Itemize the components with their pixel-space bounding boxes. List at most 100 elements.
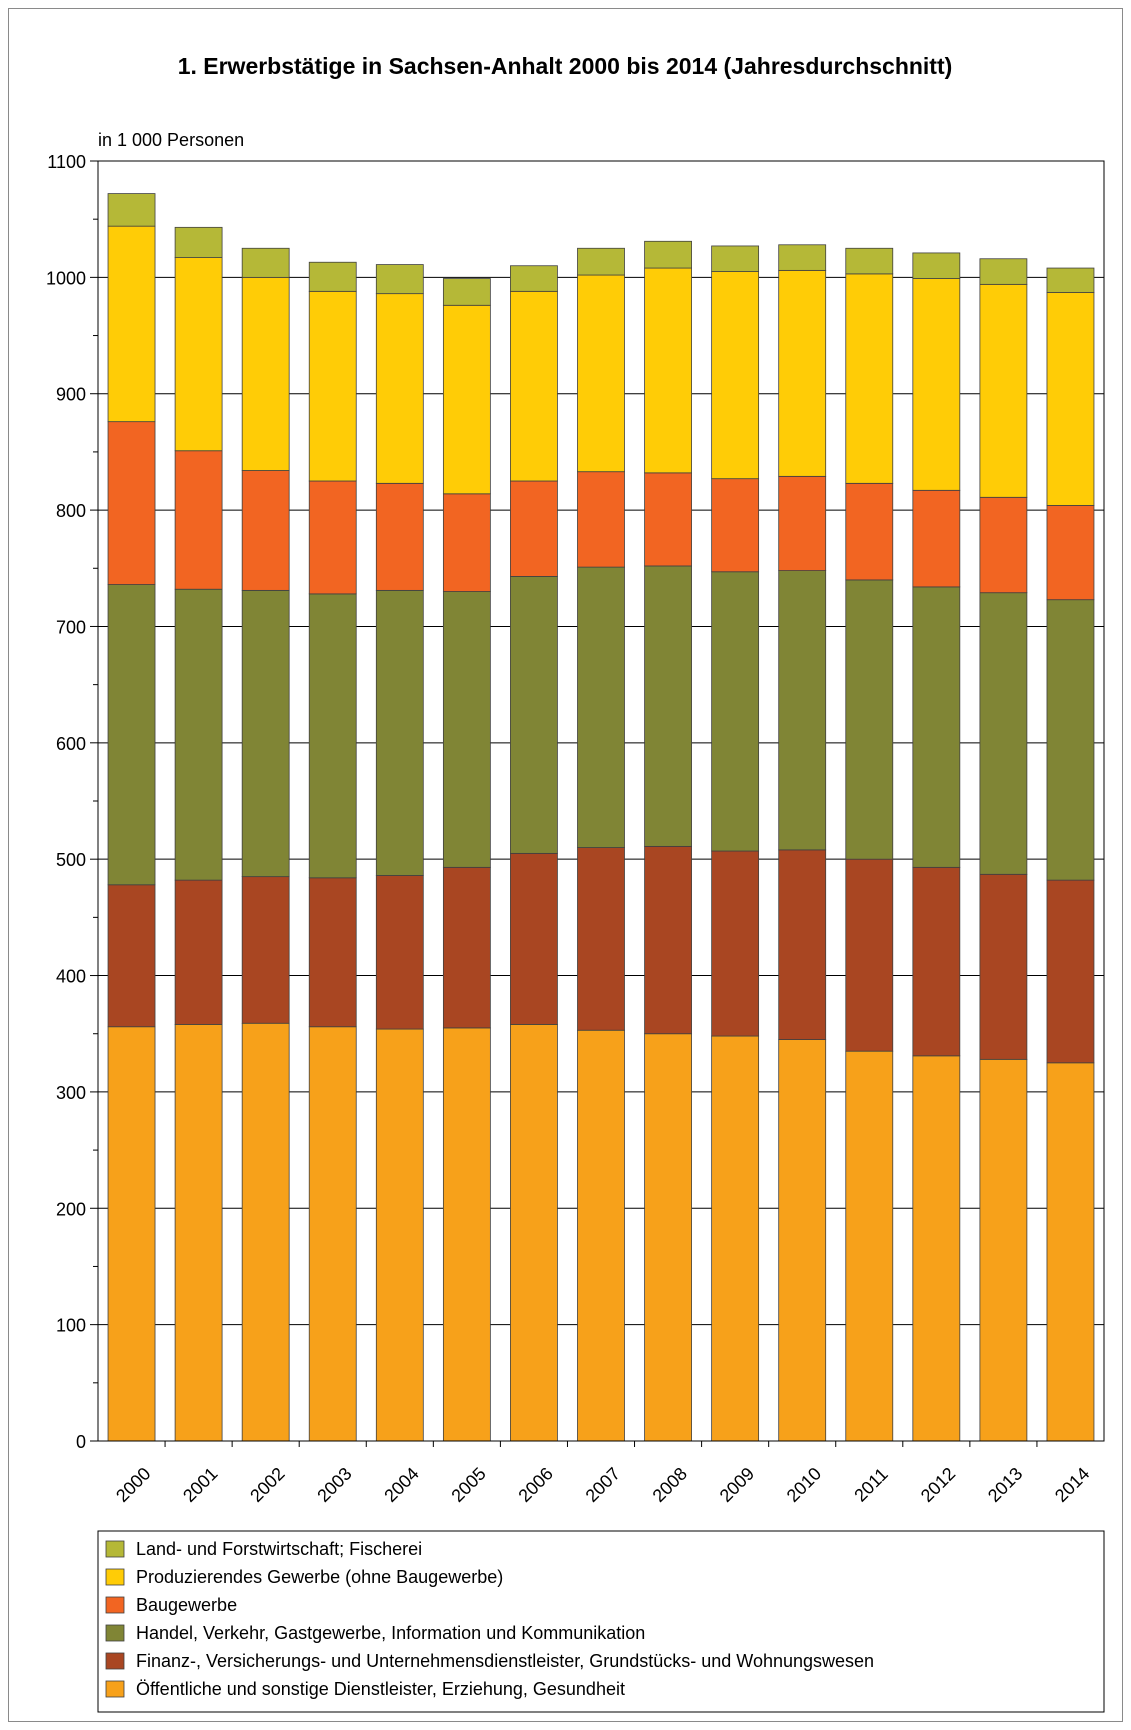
x-tick-label: 2003 [313,1464,355,1506]
x-tick-label: 2001 [179,1464,221,1506]
bar-segment [711,245,760,272]
bar-segment [912,866,961,1057]
bar-segment [510,480,558,577]
bar-segment [845,482,894,581]
bar-segment [912,586,961,868]
bar-segment [241,589,290,878]
bar-segment [845,1050,894,1442]
bar-segment [711,850,760,1037]
bar-segment [845,273,894,484]
y-tick-label: 900 [56,385,86,405]
bar-segment [241,1022,290,1442]
bar-segment [778,475,827,572]
bar-segment [107,884,156,1028]
bar-segment [442,591,491,868]
bar-segment [912,1055,961,1442]
x-tick-label: 2011 [850,1464,892,1506]
legend-swatch [105,1568,125,1586]
legend-label: Land- und Forstwirtschaft; Fischerei [136,1539,422,1559]
bar-segment [442,278,491,306]
y-tick-label: 0 [76,1432,86,1452]
bar-segment [778,1039,827,1442]
bar-segment [912,489,961,588]
legend-label: Handel, Verkehr, Gastgewerbe, Informatio… [136,1623,645,1643]
y-tick-label: 400 [56,967,86,987]
bar-segment [778,244,827,271]
bar-segment [442,304,491,495]
x-tick-label: 2007 [582,1464,624,1506]
bar-segment [644,267,692,474]
y-tick-label: 1000 [46,268,86,288]
bar-segment [1046,1062,1095,1442]
bar-segment [644,565,692,847]
y-tick-label: 1100 [47,152,86,172]
bar-segment [711,271,760,480]
bar-segment [442,1027,491,1442]
bar-segment [510,576,558,854]
bar-segment [979,496,1028,594]
bar-segment [644,1033,692,1442]
bar-segment [711,571,760,852]
bar-segment [577,247,625,276]
y-tick-label: 200 [56,1199,86,1219]
bar-segment [174,1024,223,1442]
bar-segment [644,472,692,567]
bar-segment [375,264,424,295]
bar-segment [510,1024,558,1442]
legend-swatch [105,1652,125,1670]
x-tick-label: 2006 [514,1464,556,1506]
bar-segment [375,875,424,1030]
bar-segment [1046,879,1095,1064]
y-tick-label: 300 [56,1083,86,1103]
bar-segment [845,247,894,275]
legend: Land- und Forstwirtschaft; Fischerei Prod… [97,1530,1105,1713]
bar-segment [979,283,1028,498]
bar-segment [107,1026,156,1442]
bar-segment [174,588,223,881]
bar-segment [241,470,290,591]
bar-segment [375,482,424,591]
bar-segment [375,589,424,876]
bar-segment [644,845,692,1035]
legend-swatch [105,1680,125,1698]
bar-segment [308,593,357,879]
bar-segment [845,858,894,1052]
bar-segment [979,873,1028,1060]
legend-label: Baugewerbe [136,1595,237,1615]
bar-segment [510,265,558,292]
bar-segment [308,261,357,292]
legend-swatch [105,1596,125,1614]
bar-segment [375,1028,424,1442]
bar-segment [1046,292,1095,506]
bar-segment [510,290,558,482]
y-tick-label: 800 [56,501,86,521]
bar-segment [577,471,625,568]
bar-segment [174,450,223,590]
bar-segment [912,252,961,279]
bar-segment [442,866,491,1029]
y-tick-label: 100 [56,1316,86,1336]
x-tick-label: 2010 [783,1464,825,1506]
bar-segment [577,274,625,473]
bar-segment [241,276,290,471]
bar-segment [644,240,692,269]
x-tick-label: 2008 [649,1464,691,1506]
bar-segment [241,247,290,278]
bar-segment [979,258,1028,285]
bar-segment [577,1029,625,1442]
bar-segment [174,879,223,1025]
x-tick-label: 2005 [447,1464,489,1506]
bar-segment [442,493,491,592]
bar-segment [308,877,357,1028]
bar-segment [711,478,760,573]
bar-segment [1046,505,1095,601]
bar-segment [174,257,223,452]
bars [107,193,1095,1442]
x-tick-label: 2004 [380,1464,422,1506]
legend-label: Öffentliche und sonstige Dienstleister, … [136,1679,625,1699]
x-tick-label: 2002 [246,1464,288,1506]
legend-label: Finanz-, Versicherungs- und Unternehmens… [136,1651,874,1671]
y-tick-label: 700 [56,617,86,637]
bar-segment [979,592,1028,875]
